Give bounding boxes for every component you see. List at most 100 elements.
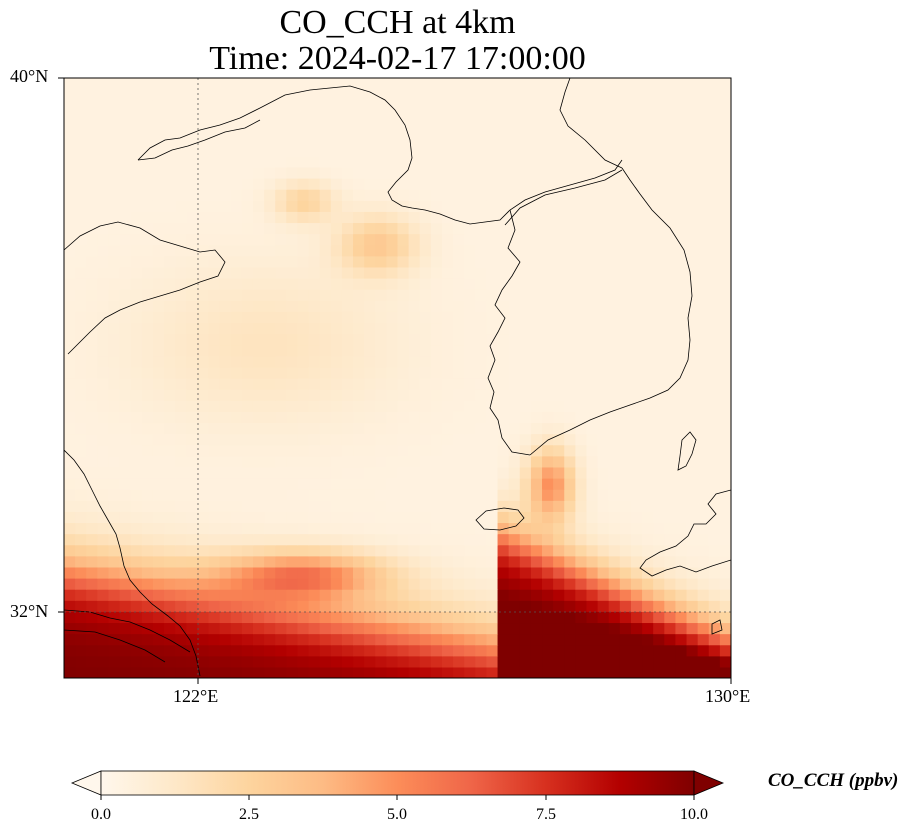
- heatmap-cell: [75, 489, 87, 501]
- heatmap-cell: [330, 300, 343, 312]
- heatmap-cell: [252, 455, 265, 468]
- heatmap-cell: [219, 433, 232, 446]
- heatmap-cell: [719, 578, 731, 590]
- heatmap-cell: [330, 533, 343, 546]
- heatmap-cell: [664, 622, 677, 635]
- heatmap-cell: [130, 333, 143, 346]
- heatmap-cell: [330, 466, 343, 479]
- heatmap-cell: [408, 278, 421, 290]
- heatmap-cell: [119, 133, 132, 146]
- heatmap-cell: [186, 144, 198, 157]
- heatmap-cell: [542, 666, 554, 678]
- heatmap-cell: [586, 233, 599, 246]
- heatmap-cell: [308, 255, 321, 268]
- heatmap-cell: [141, 566, 154, 579]
- heatmap-cell: [542, 600, 554, 612]
- heatmap-cell: [475, 278, 488, 290]
- heatmap-cell: [86, 633, 98, 646]
- heatmap-cell: [197, 644, 210, 657]
- heatmap-cell: [308, 555, 321, 568]
- heatmap-cell: [542, 633, 554, 646]
- heatmap-cell: [675, 255, 688, 268]
- heatmap-cell: [408, 566, 421, 579]
- heatmap-cell: [241, 611, 254, 624]
- heatmap-cell: [286, 122, 299, 135]
- heatmap-cell: [430, 178, 443, 190]
- heatmap-cell: [564, 355, 576, 368]
- heatmap-cell: [141, 89, 154, 101]
- heatmap-cell: [464, 444, 476, 457]
- heatmap-cell: [630, 600, 643, 612]
- heatmap-cell: [719, 566, 731, 579]
- heatmap-cell: [586, 189, 599, 201]
- heatmap-cell: [275, 222, 287, 235]
- heatmap-cell: [419, 411, 432, 424]
- heatmap-cell: [664, 322, 677, 335]
- heatmap-cell: [564, 433, 576, 446]
- heatmap-cell: [353, 444, 365, 457]
- heatmap-cell: [619, 389, 632, 401]
- heatmap-cell: [553, 133, 565, 146]
- heatmap-cell: [197, 566, 210, 579]
- heatmap-cell: [64, 378, 76, 390]
- heatmap-cell: [208, 289, 221, 301]
- heatmap-cell: [564, 655, 576, 668]
- heatmap-cell: [397, 266, 410, 279]
- heatmap-cell: [575, 433, 588, 446]
- heatmap-cell: [430, 466, 443, 479]
- heatmap-cell: [575, 211, 588, 224]
- heatmap-cell: [419, 466, 432, 479]
- heatmap-cell: [219, 411, 232, 424]
- heatmap-cell: [508, 200, 521, 212]
- heatmap-cell: [164, 355, 176, 368]
- heatmap-cell: [252, 644, 265, 657]
- heatmap-cell: [464, 89, 476, 101]
- heatmap-cell: [686, 178, 699, 190]
- heatmap-cell: [564, 611, 576, 624]
- heatmap-cell: [264, 133, 276, 146]
- heatmap-cell: [553, 366, 565, 379]
- heatmap-cell: [564, 522, 576, 535]
- heatmap-cell: [297, 278, 310, 290]
- heatmap-cell: [286, 233, 299, 246]
- heatmap-cell: [297, 122, 310, 135]
- heatmap-cell: [464, 333, 476, 346]
- heatmap-cell: [441, 378, 454, 390]
- heatmap-cell: [697, 422, 710, 435]
- heatmap-cell: [319, 511, 332, 524]
- heatmap-cell: [597, 578, 610, 590]
- heatmap-cell: [108, 600, 121, 612]
- heatmap-cell: [564, 478, 576, 490]
- heatmap-cell: [475, 311, 488, 324]
- heatmap-cell: [475, 455, 488, 468]
- heatmap-cell: [130, 222, 143, 235]
- heatmap-cell: [708, 389, 721, 401]
- heatmap-cell: [252, 166, 265, 179]
- heatmap-cell: [230, 322, 243, 335]
- heatmap-cell: [275, 578, 287, 590]
- heatmap-cell: [530, 278, 543, 290]
- heatmap-cell: [175, 189, 187, 201]
- heatmap-cell: [697, 489, 710, 501]
- heatmap-cell: [675, 78, 688, 90]
- heatmap-cell: [719, 500, 731, 512]
- heatmap-cell: [119, 655, 132, 668]
- heatmap-cell: [219, 266, 232, 279]
- heatmap-cell: [497, 322, 510, 335]
- heatmap-cell: [642, 544, 654, 557]
- heatmap-cell: [564, 489, 576, 501]
- heatmap-cell: [141, 366, 154, 379]
- heatmap-cell: [208, 622, 221, 635]
- heatmap-cell: [519, 378, 532, 390]
- heatmap-cell: [275, 522, 287, 535]
- heatmap-cell: [408, 455, 421, 468]
- heatmap-cell: [530, 78, 543, 90]
- heatmap-cell: [152, 300, 165, 312]
- heatmap-cell: [542, 189, 554, 201]
- heatmap-cell: [353, 111, 365, 124]
- heatmap-cell: [719, 200, 731, 212]
- heatmap-cell: [341, 633, 354, 646]
- heatmap-cell: [186, 422, 198, 435]
- coastline-korea-south: [529, 167, 693, 456]
- heatmap-cell: [275, 555, 287, 568]
